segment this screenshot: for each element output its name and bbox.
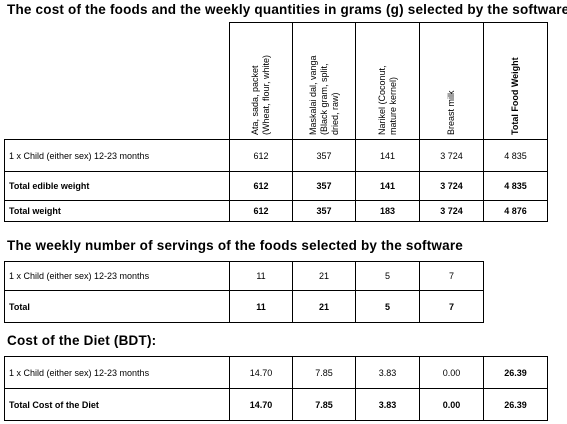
table-cell: 4 835 [483, 171, 548, 201]
table-cell: 141 [355, 171, 420, 201]
table-cell: 357 [292, 171, 356, 201]
table-cell: 14.70 [229, 388, 293, 421]
table-cell: 612 [229, 200, 293, 222]
column-header-text: Narikel (Coconut, mature kernel) [376, 65, 398, 135]
table-cell: 357 [292, 200, 356, 222]
header-blank-cell [4, 22, 230, 140]
table-cell: 7 [419, 290, 484, 323]
row-label: Total Cost of the Diet [4, 388, 230, 421]
column-header-text: Maskalai dal, vanga (Black gram, split, … [307, 55, 340, 135]
table-cell: 7.85 [292, 388, 356, 421]
table-cell: 612 [229, 171, 293, 201]
row-label: 1 x Child (either sex) 12-23 months [4, 356, 230, 389]
table-cell: 183 [355, 200, 420, 222]
table-cell: 5 [355, 290, 420, 323]
food-column-header-row: Ata, sada, packet (Wheat, flour, white) … [4, 22, 548, 140]
column-header-total-food-weight: Total Food Weight [483, 22, 548, 140]
row-label: Total weight [4, 200, 230, 222]
table-cell: 0.00 [419, 356, 484, 389]
diet-cost-table: 1 x Child (either sex) 12-23 months 14.7… [4, 356, 548, 421]
column-header-breast-milk: Breast milk [419, 22, 484, 140]
servings-table: 1 x Child (either sex) 12-23 months 11 2… [4, 261, 484, 323]
row-label: 1 x Child (either sex) 12-23 months [4, 261, 230, 291]
table-row: Total weight 612 357 183 3 724 4 876 [4, 200, 548, 222]
table-row: 1 x Child (either sex) 12-23 months 11 2… [4, 261, 484, 291]
table-cell: 4 835 [483, 139, 548, 172]
table-cell: 21 [292, 261, 356, 291]
column-header-maskalai-dal: Maskalai dal, vanga (Black gram, split, … [292, 22, 356, 140]
table-cell: 11 [229, 290, 293, 323]
column-header-text: Breast milk [446, 90, 456, 135]
table-cell: 7 [419, 261, 484, 291]
food-quantities-table: Ata, sada, packet (Wheat, flour, white) … [4, 22, 548, 222]
table-cell: 141 [355, 139, 420, 172]
table-row: 1 x Child (either sex) 12-23 months 14.7… [4, 356, 548, 389]
table-cell: 11 [229, 261, 293, 291]
table-cell: 26.39 [483, 356, 548, 389]
table-cell: 5 [355, 261, 420, 291]
table-row: Total Cost of the Diet 14.70 7.85 3.83 0… [4, 388, 548, 421]
table-cell: 3 724 [419, 171, 484, 201]
row-label: Total [4, 290, 230, 323]
table-row: Total edible weight 612 357 141 3 724 4 … [4, 171, 548, 201]
column-header-narikel: Narikel (Coconut, mature kernel) [355, 22, 420, 140]
row-label: Total edible weight [4, 171, 230, 201]
diet-cost-heading: Cost of the Diet (BDT): [7, 333, 157, 348]
table-row: Total 11 21 5 7 [4, 290, 484, 323]
table-cell: 26.39 [483, 388, 548, 421]
food-quantities-heading: The cost of the foods and the weekly qua… [7, 2, 567, 17]
table-cell: 14.70 [229, 356, 293, 389]
table-cell: 7.85 [292, 356, 356, 389]
table-cell: 0.00 [419, 388, 484, 421]
table-cell: 3.83 [355, 388, 420, 421]
table-cell: 3.83 [355, 356, 420, 389]
servings-heading: The weekly number of servings of the foo… [7, 238, 464, 253]
column-header-ata: Ata, sada, packet (Wheat, flour, white) [229, 22, 293, 140]
table-cell: 21 [292, 290, 356, 323]
table-cell: 612 [229, 139, 293, 172]
table-row: 1 x Child (either sex) 12-23 months 612 … [4, 139, 548, 172]
table-cell: 3 724 [419, 200, 484, 222]
column-header-text: Total Food Weight [510, 57, 520, 135]
row-label: 1 x Child (either sex) 12-23 months [4, 139, 230, 172]
table-cell: 3 724 [419, 139, 484, 172]
table-cell: 357 [292, 139, 356, 172]
column-header-text: Ata, sada, packet (Wheat, flour, white) [250, 54, 271, 135]
table-cell: 4 876 [483, 200, 548, 222]
